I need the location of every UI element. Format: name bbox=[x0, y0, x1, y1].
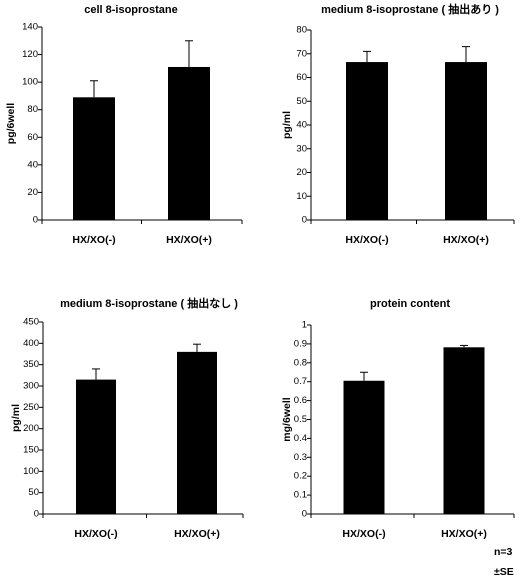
y-tick-label: 10 bbox=[296, 191, 307, 202]
y-tick-label: 140 bbox=[22, 22, 38, 33]
category-label: HX/XO(-) bbox=[74, 528, 117, 540]
chart-title: medium 8-isoprostane ( 抽出あり ) bbox=[321, 2, 499, 16]
bar-2 bbox=[445, 62, 487, 220]
y-tick-label: 70 bbox=[296, 48, 307, 59]
y-tick-label: 100 bbox=[22, 77, 38, 88]
y-tick-label: 60 bbox=[27, 132, 38, 143]
bar-2 bbox=[177, 351, 217, 514]
category-label: HX/XO(+) bbox=[441, 528, 487, 540]
sample-size-note: n=3 bbox=[494, 546, 513, 558]
y-axis-label: pg/ml bbox=[10, 404, 22, 432]
category-label: HX/XO(-) bbox=[345, 234, 388, 246]
category-label: HX/XO(-) bbox=[342, 528, 385, 540]
bar-1 bbox=[73, 97, 115, 220]
chart-title: cell 8-isoprostane bbox=[84, 4, 178, 16]
y-tick-label: 100 bbox=[23, 466, 39, 477]
y-tick-label: 0.9 bbox=[294, 338, 307, 349]
error-type-note: ±SE bbox=[494, 566, 514, 578]
y-tick-label: 20 bbox=[27, 187, 38, 198]
y-tick-label: 0.5 bbox=[294, 414, 307, 425]
category-label: HX/XO(+) bbox=[174, 528, 220, 540]
y-tick-label: 0.8 bbox=[294, 357, 307, 368]
y-tick-label: 50 bbox=[296, 96, 307, 107]
y-tick-label: 50 bbox=[28, 487, 39, 498]
y-tick-label: 30 bbox=[296, 143, 307, 154]
y-tick-label: 0.7 bbox=[294, 376, 307, 387]
y-tick-label: 1 bbox=[302, 320, 307, 331]
y-tick-label: 0 bbox=[302, 509, 307, 520]
bar-2 bbox=[168, 66, 210, 220]
y-tick-label: 0.6 bbox=[294, 395, 307, 406]
chart-panel-3: medium 8-isoprostane ( 抽出なし ) pg/ml 0 50 100… bbox=[10, 296, 244, 540]
chart-panel-2: medium 8-isoprostane ( 抽出あり ) pg/ml 0 10 20 3… bbox=[281, 2, 515, 246]
y-tick-label: 0 bbox=[302, 215, 307, 226]
y-tick-label: 80 bbox=[27, 104, 38, 115]
y-axis-label: pg/ml bbox=[281, 111, 293, 139]
bar-1 bbox=[76, 379, 116, 514]
y-tick-label: 80 bbox=[296, 25, 307, 36]
y-tick-label: 60 bbox=[296, 72, 307, 83]
y-tick-label: 450 bbox=[23, 317, 39, 328]
bar-1 bbox=[343, 380, 385, 514]
y-axis-label: mg/6well bbox=[281, 397, 293, 441]
y-tick-label: 20 bbox=[296, 167, 307, 178]
y-tick-label: 300 bbox=[23, 381, 39, 392]
chart-title: protein content bbox=[370, 298, 450, 310]
chart-title: medium 8-isoprostane ( 抽出なし ) bbox=[60, 296, 238, 310]
y-tick-label: 0.4 bbox=[294, 433, 307, 444]
y-tick-label: 350 bbox=[23, 359, 39, 370]
chart-panel-1: cell 8-isoprostane pg/6well 0 20 40 60 80 100 12… bbox=[5, 4, 243, 246]
y-tick-label: 0 bbox=[34, 509, 39, 520]
y-tick-label: 40 bbox=[27, 159, 38, 170]
y-tick-label: 250 bbox=[23, 402, 39, 413]
y-axis-label: pg/6well bbox=[5, 103, 17, 145]
category-label: HX/XO(-) bbox=[72, 234, 115, 246]
bar-1 bbox=[346, 62, 388, 220]
y-tick-label: 0.2 bbox=[294, 471, 307, 482]
y-tick-label: 0.3 bbox=[294, 452, 307, 463]
chart-panel-4: protein content mg/6well 0 0.1 0.2 0.3 0.4 0.5 0… bbox=[281, 298, 515, 540]
y-tick-label: 0 bbox=[33, 215, 38, 226]
y-tick-label: 400 bbox=[23, 338, 39, 349]
y-tick-label: 120 bbox=[22, 49, 38, 60]
category-label: HX/XO(+) bbox=[443, 234, 489, 246]
y-tick-label: 200 bbox=[23, 423, 39, 434]
y-tick-label: 0.1 bbox=[294, 490, 307, 501]
y-tick-label: 40 bbox=[296, 120, 307, 131]
bar-2 bbox=[443, 347, 485, 514]
category-label: HX/XO(+) bbox=[166, 234, 212, 246]
y-tick-label: 150 bbox=[23, 445, 39, 456]
